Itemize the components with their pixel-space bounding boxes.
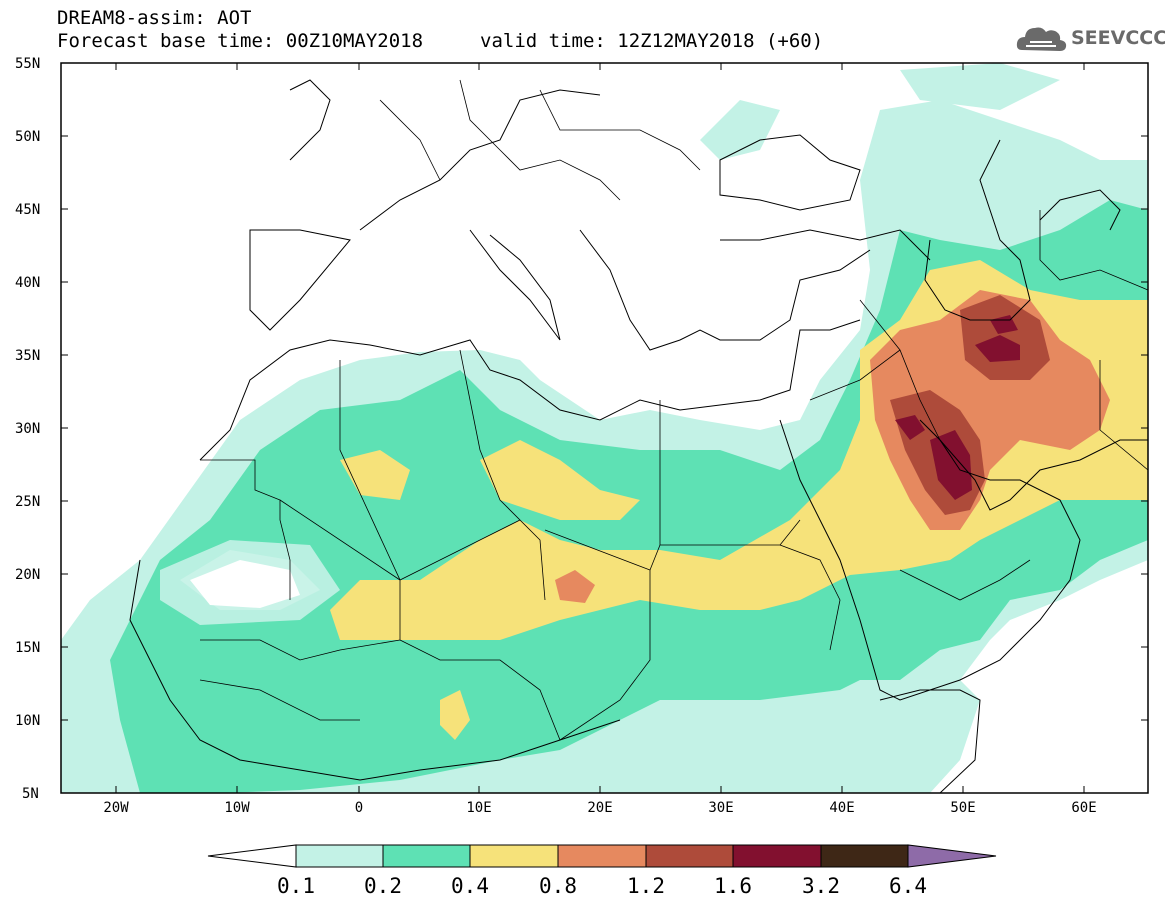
valid-time: valid time: 12Z12MAY2018 (+60) <box>480 30 824 52</box>
lat-axis <box>61 62 1148 721</box>
colorbar-swatch <box>907 844 997 868</box>
lat-label: 15N <box>15 640 40 656</box>
lon-label: 40E <box>829 800 854 816</box>
aot-layer-0.4 <box>440 690 470 740</box>
forecast-base-time: Forecast base time: 00Z10MAY2018 <box>57 30 424 52</box>
colorbar-swatch <box>645 844 734 868</box>
lat-label: 50N <box>15 129 40 145</box>
border <box>339 360 401 640</box>
border <box>899 559 1031 601</box>
lon-label: 10E <box>466 800 491 816</box>
coastline <box>939 439 1148 511</box>
border <box>859 299 941 441</box>
aot-low-region <box>190 560 300 608</box>
lon-label: 20W <box>103 800 129 816</box>
colorbar <box>207 844 997 868</box>
coastline <box>469 229 561 341</box>
colorbar-swatch <box>820 844 909 868</box>
lat-label: 20N <box>15 567 40 583</box>
coastline <box>359 89 601 231</box>
colorbar-swatch <box>732 844 822 868</box>
colorbar-label: 1.6 <box>714 874 752 898</box>
lat-label: 30N <box>15 421 40 437</box>
lat-label: 25N <box>15 494 40 510</box>
coastline <box>289 79 331 161</box>
coastline <box>879 689 981 793</box>
lat-label: 10N <box>15 713 40 729</box>
aot-layer-1.6 <box>975 335 1020 362</box>
colorbar-label: 0.2 <box>364 874 402 898</box>
border <box>399 639 561 741</box>
map-title: DREAM8-assim: AOT <box>57 7 252 29</box>
lon-axis <box>115 63 1085 793</box>
border <box>1099 360 1148 471</box>
aot-layer-0.1 <box>700 100 780 160</box>
colorbar-label: 0.1 <box>277 874 315 898</box>
aot-layer-0.4 <box>480 440 640 520</box>
border <box>649 544 661 571</box>
lon-label: 50E <box>950 800 975 816</box>
border <box>809 349 901 401</box>
lat-label: 35N <box>15 348 40 364</box>
coastlines <box>129 79 1148 793</box>
border <box>539 89 701 171</box>
border <box>459 79 621 201</box>
border <box>199 679 360 721</box>
coastline <box>720 229 931 261</box>
aot-layer-0.8 <box>555 570 595 603</box>
colorbar-swatch <box>382 844 471 868</box>
aot-layer-1.6 <box>930 430 972 500</box>
lon-label: 10W <box>224 800 250 816</box>
colorbar-label: 1.2 <box>627 874 665 898</box>
border <box>1039 210 1148 291</box>
coastline <box>129 559 621 781</box>
lon-label: 60E <box>1071 800 1096 816</box>
coastline <box>719 134 861 211</box>
country-borders <box>199 79 1148 741</box>
border <box>544 529 651 741</box>
aot-layer-0.1 <box>900 63 1060 110</box>
lon-label: 30E <box>708 800 733 816</box>
colorbar-swatch <box>557 844 647 868</box>
colorbar-swatch <box>469 844 559 868</box>
lat-label: 5N <box>22 786 39 802</box>
border <box>379 99 441 181</box>
lon-label: 0 <box>355 800 363 816</box>
coastline <box>579 229 871 351</box>
colorbar-label: 0.4 <box>451 874 489 898</box>
logo-text: SEEVCCC <box>1071 27 1165 49</box>
lat-label: 45N <box>15 202 40 218</box>
colorbar-label: 6.4 <box>889 874 927 898</box>
coastline <box>249 229 351 331</box>
coastline <box>1039 189 1121 231</box>
border <box>200 639 401 661</box>
colorbar-label: 3.2 <box>802 874 840 898</box>
cloud-icon <box>1016 27 1067 51</box>
border <box>459 349 546 601</box>
aot-layer-1.6 <box>895 415 925 440</box>
colorbar-label: 0.8 <box>539 874 577 898</box>
colorbar-swatch <box>295 844 384 868</box>
coastline <box>779 419 1081 701</box>
seevccc-logo: SEEVCCC <box>1016 22 1165 56</box>
coastline <box>199 319 861 461</box>
lat-label: 55N <box>15 56 40 72</box>
border <box>779 544 841 651</box>
border <box>659 400 801 546</box>
colorbar-swatch <box>207 844 297 868</box>
coastline <box>924 139 1031 321</box>
lon-label: 20E <box>587 800 612 816</box>
lat-label: 40N <box>15 275 40 291</box>
border <box>279 499 521 581</box>
